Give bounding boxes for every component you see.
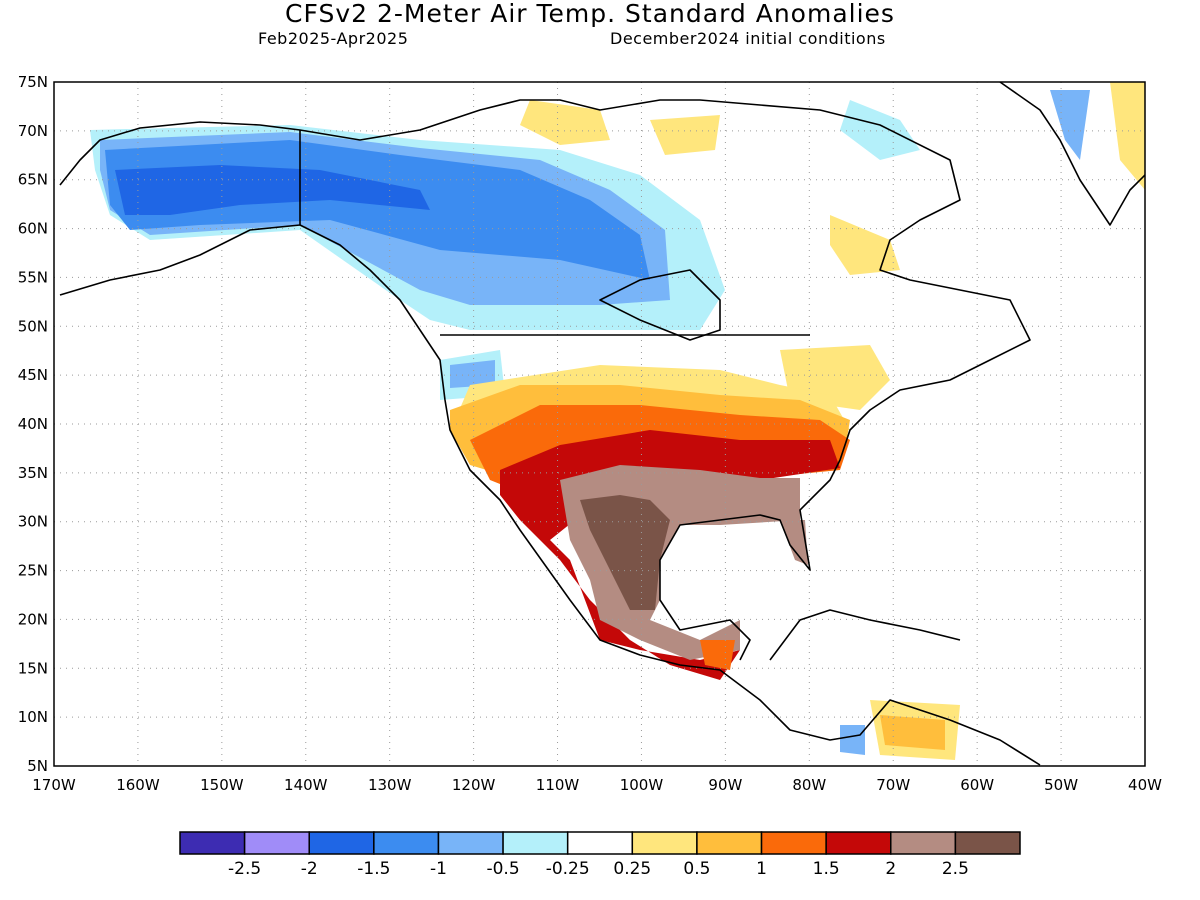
lon-tick-label: 150W (200, 776, 244, 794)
colorbar-tick-label: 0.5 (683, 859, 710, 879)
map-title: CFSv2 2-Meter Air Temp. Standard Anomali… (285, 0, 895, 28)
anomaly-fields (90, 82, 1145, 760)
lon-tick-label: 70W (876, 776, 910, 794)
colorbar-tick-label: 0.25 (613, 859, 651, 879)
colorbar-swatch (437, 831, 504, 855)
anomaly-arctic-pos (520, 100, 610, 145)
lat-tick-label: 35N (18, 464, 48, 482)
initial-conditions: December2024 initial conditions (610, 29, 886, 48)
anomaly-florida-pos (780, 520, 808, 565)
latitude-labels: 75N 70N 65N 60N 55N 50N 45N 40N 35N 30N 25N 20N 15N 1… (18, 73, 48, 775)
lat-tick-label: 50N (18, 317, 48, 335)
lat-tick-label: 55N (18, 268, 48, 286)
lat-tick-label: 25N (18, 562, 48, 580)
plot-frame (53, 81, 1146, 767)
lat-tick-label: 65N (18, 171, 48, 189)
lon-tick-label: 80W (792, 776, 826, 794)
anomaly-alaska-neg-2 (115, 165, 430, 215)
lat-tick-label: 5N (27, 757, 48, 775)
colorbar-swatch (373, 831, 440, 855)
colorbar-swatch (631, 831, 698, 855)
graticule (54, 82, 1145, 766)
colorbar-tick-label: 2.5 (942, 859, 969, 879)
colorbar: -2.5 -2 -1.5 -1 -0.5 -0.25 0.25 0.5 1 1.5 2 2.5 (179, 831, 1021, 879)
colorbar-swatch (696, 831, 763, 855)
anomaly-us-pos-2_5 (580, 495, 670, 610)
colorbar-tick-label: -1.5 (357, 859, 390, 879)
colorbar-tick-label: -2.5 (228, 859, 261, 879)
anomaly-colombia-neg (840, 725, 865, 755)
anomaly-greenland-pos (1110, 82, 1145, 190)
colorbar-swatch (179, 831, 246, 855)
anomaly-labrador-neg (840, 100, 920, 160)
colorbar-tick-label: -0.25 (546, 859, 590, 879)
colorbar-swatch (243, 831, 310, 855)
lon-tick-label: 170W (32, 776, 76, 794)
lat-tick-label: 70N (18, 122, 48, 140)
colorbar-tick-label: 2 (885, 859, 896, 879)
anomaly-pnw-neg2 (450, 360, 495, 388)
lat-tick-label: 15N (18, 659, 48, 677)
lat-tick-label: 60N (18, 220, 48, 238)
lon-tick-label: 140W (284, 776, 328, 794)
lon-tick-label: 90W (708, 776, 742, 794)
lat-tick-label: 75N (18, 73, 48, 91)
lat-tick-label: 10N (18, 708, 48, 726)
lon-tick-label: 130W (368, 776, 412, 794)
colorbar-tick-label: 1.5 (813, 859, 840, 879)
colorbar-swatch (760, 831, 827, 855)
lon-tick-label: 110W (536, 776, 580, 794)
lat-tick-label: 40N (18, 415, 48, 433)
anomaly-caribbean-pos2 (880, 715, 945, 750)
colorbar-swatch (502, 831, 569, 855)
forecast-period: Feb2025-Apr2025 (258, 29, 409, 48)
colorbar-tick-label: -1 (430, 859, 447, 879)
lon-tick-label: 120W (452, 776, 496, 794)
lon-tick-label: 40W (1128, 776, 1162, 794)
colorbar-swatch (890, 831, 957, 855)
lon-tick-label: 50W (1044, 776, 1078, 794)
coastlines (59, 81, 1146, 766)
colorbar-tick-label: -0.5 (486, 859, 519, 879)
lat-tick-label: 30N (18, 513, 48, 531)
colorbar-tick-label: -2 (301, 859, 318, 879)
colorbar-swatch (566, 831, 634, 855)
anomaly-hudson-pos (830, 215, 900, 275)
colorbar-swatch (308, 831, 375, 855)
lon-tick-label: 160W (116, 776, 160, 794)
colorbar-tick-label: 1 (756, 859, 767, 879)
longitude-labels: 170W 160W 150W 140W 130W 120W 110W 100W 90W 80W 70… (32, 776, 1162, 794)
anomaly-greenland-neg (1050, 90, 1090, 160)
lon-tick-label: 60W (960, 776, 994, 794)
lat-tick-label: 20N (18, 610, 48, 628)
anomaly-arctic-pos2 (650, 115, 720, 155)
lat-tick-label: 45N (18, 366, 48, 384)
anomaly-central-am-pos (700, 640, 735, 670)
lon-tick-label: 100W (620, 776, 664, 794)
colorbar-swatch (954, 831, 1021, 855)
colorbar-swatch (825, 831, 892, 855)
